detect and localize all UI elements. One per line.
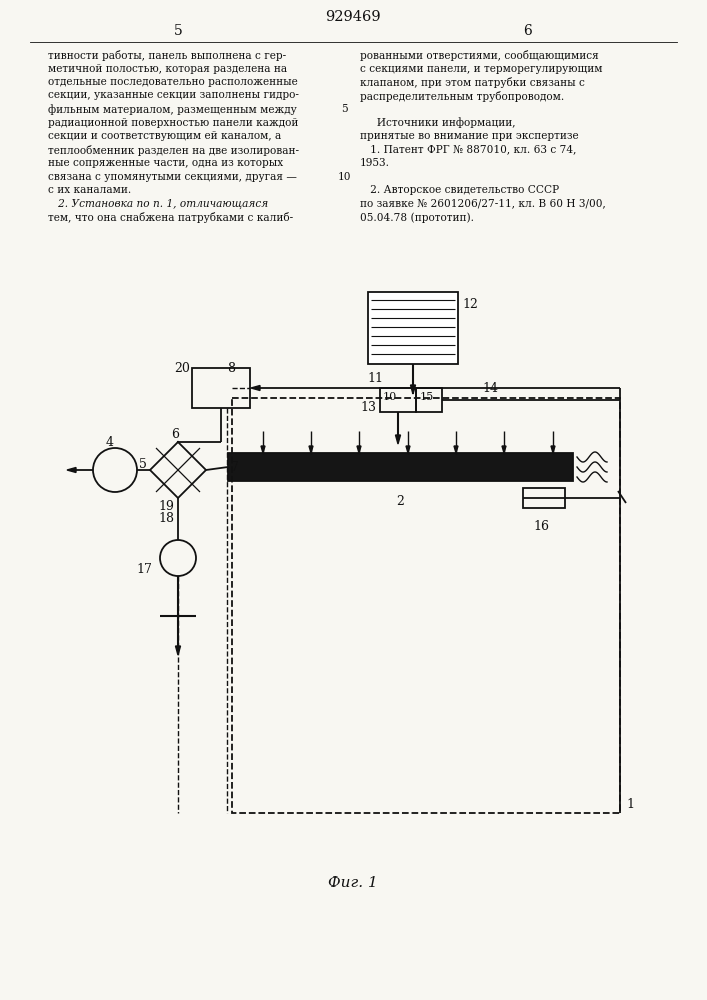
- Text: 2. Авторское свидетельство СССР: 2. Авторское свидетельство СССР: [360, 185, 559, 195]
- Text: 5: 5: [341, 104, 347, 114]
- Text: 1. Патент ФРГ № 887010, кл. 63 с 74,: 1. Патент ФРГ № 887010, кл. 63 с 74,: [360, 144, 576, 154]
- Text: 5: 5: [139, 458, 147, 471]
- Text: распределительным трубопроводом.: распределительным трубопроводом.: [360, 91, 564, 102]
- Text: 15: 15: [420, 392, 434, 402]
- Text: рованными отверстиями, сообщающимися: рованными отверстиями, сообщающимися: [360, 50, 599, 61]
- Text: отдельные последовательно расположенные: отдельные последовательно расположенные: [48, 77, 298, 87]
- Text: 1: 1: [626, 798, 634, 811]
- Polygon shape: [502, 446, 506, 453]
- Text: по заявке № 2601206/27-11, кл. В 60 Н 3/00,: по заявке № 2601206/27-11, кл. В 60 Н 3/…: [360, 198, 606, 209]
- Text: 13: 13: [360, 401, 376, 414]
- Text: 1953.: 1953.: [360, 158, 390, 168]
- Text: 12: 12: [462, 298, 478, 311]
- Text: 14: 14: [482, 382, 498, 395]
- Bar: [380, 388, 416, 412]
- Text: 6: 6: [171, 428, 179, 441]
- Text: 8: 8: [227, 362, 235, 375]
- Text: 11: 11: [367, 372, 383, 385]
- Text: Фиг. 1: Фиг. 1: [328, 876, 378, 890]
- Text: 2. Установка по п. 1, отличающаяся: 2. Установка по п. 1, отличающаяся: [48, 198, 268, 209]
- Bar: [232, 398, 620, 813]
- Text: 18: 18: [158, 512, 174, 525]
- Polygon shape: [251, 385, 260, 390]
- Text: 16: 16: [533, 520, 549, 533]
- Text: с секциями панели, и терморегулирующим: с секциями панели, и терморегулирующим: [360, 64, 602, 74]
- Text: метичной полостью, которая разделена на: метичной полостью, которая разделена на: [48, 64, 287, 74]
- Text: связана с упомянутыми секциями, другая —: связана с упомянутыми секциями, другая —: [48, 172, 297, 182]
- Text: тем, что она снабжена патрубками с калиб-: тем, что она снабжена патрубками с калиб…: [48, 212, 293, 223]
- Text: фильным материалом, размещенным между: фильным материалом, размещенным между: [48, 104, 297, 115]
- Bar: [416, 388, 442, 412]
- Text: с их каналами.: с их каналами.: [48, 185, 132, 195]
- Text: тивности работы, панель выполнена с гер-: тивности работы, панель выполнена с гер-: [48, 50, 286, 61]
- Bar: [192, 368, 250, 408]
- Polygon shape: [357, 446, 361, 453]
- Text: 17: 17: [136, 563, 152, 576]
- Polygon shape: [175, 646, 180, 655]
- Text: 10: 10: [337, 172, 351, 182]
- Polygon shape: [309, 446, 313, 453]
- Bar: [368, 292, 458, 364]
- Text: 929469: 929469: [325, 10, 381, 24]
- Text: 20: 20: [174, 362, 190, 375]
- Polygon shape: [454, 446, 458, 453]
- Text: 10: 10: [383, 392, 397, 402]
- Text: 7: 7: [231, 461, 239, 474]
- Text: 05.04.78 (прототип).: 05.04.78 (прототип).: [360, 212, 474, 223]
- Polygon shape: [395, 435, 400, 444]
- Text: принятые во внимание при экспертизе: принятые во внимание при экспертизе: [360, 131, 578, 141]
- Text: 19: 19: [158, 500, 174, 513]
- Polygon shape: [551, 446, 555, 453]
- Text: 5: 5: [174, 24, 182, 38]
- Bar: [523, 488, 565, 508]
- Polygon shape: [411, 385, 416, 394]
- Text: теплообменник разделен на две изолирован-: теплообменник разделен на две изолирован…: [48, 144, 299, 155]
- Text: 2: 2: [396, 495, 404, 508]
- Text: секции, указанные секции заполнены гидро-: секции, указанные секции заполнены гидро…: [48, 91, 299, 101]
- Polygon shape: [261, 446, 265, 453]
- Text: 4: 4: [106, 436, 114, 449]
- Text: 6: 6: [524, 24, 532, 38]
- Text: радиационной поверхностью панели каждой: радиационной поверхностью панели каждой: [48, 117, 298, 127]
- Bar: [228, 453, 573, 481]
- Text: Источники информации,: Источники информации,: [360, 117, 515, 128]
- Polygon shape: [67, 468, 76, 473]
- Text: ные сопряженные части, одна из которых: ные сопряженные части, одна из которых: [48, 158, 283, 168]
- Text: секции и соответствующим ей каналом, а: секции и соответствующим ей каналом, а: [48, 131, 281, 141]
- Text: клапаном, при этом патрубки связаны с: клапаном, при этом патрубки связаны с: [360, 77, 585, 88]
- Polygon shape: [406, 446, 410, 453]
